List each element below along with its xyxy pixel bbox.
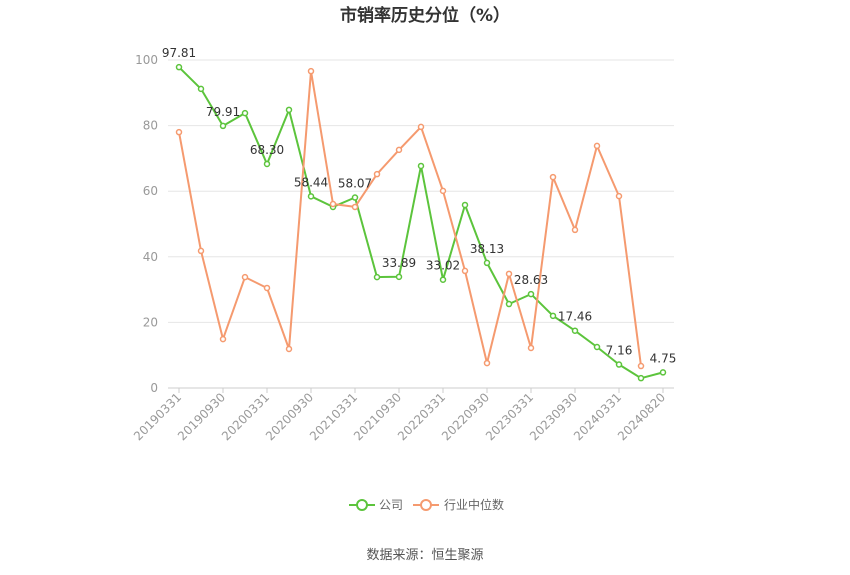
company-point[interactable] bbox=[219, 122, 227, 130]
industry-median-point[interactable] bbox=[417, 123, 425, 131]
y-tick-label: 0 bbox=[150, 381, 158, 395]
company-data-label: 58.07 bbox=[338, 177, 372, 191]
industry-median-point[interactable] bbox=[637, 362, 645, 370]
company-point[interactable] bbox=[483, 259, 491, 267]
industry-median-point[interactable] bbox=[351, 203, 359, 211]
industry-median-point[interactable] bbox=[395, 146, 403, 154]
company-data-label: 38.13 bbox=[470, 242, 504, 256]
company-point[interactable] bbox=[395, 273, 403, 281]
company-point[interactable] bbox=[505, 300, 513, 308]
industry-median-point[interactable] bbox=[593, 142, 601, 150]
legend-industry-median-label: 行业中位数 bbox=[444, 497, 504, 512]
company-data-label: 58.44 bbox=[294, 175, 328, 189]
company-point[interactable] bbox=[527, 290, 535, 298]
industry-median-point[interactable] bbox=[483, 359, 491, 367]
company-data-label: 79.91 bbox=[206, 105, 240, 119]
industry-median-point[interactable] bbox=[461, 267, 469, 275]
legend: 公司 行业中位数 bbox=[349, 497, 504, 512]
industry-median-point[interactable] bbox=[285, 345, 293, 353]
company-point[interactable] bbox=[241, 109, 249, 117]
company-data-label: 33.02 bbox=[426, 259, 460, 273]
legend-item-company[interactable]: 公司 bbox=[349, 498, 403, 512]
data-labels: 97.81 79.91 68.30 58.44 58.07 33.89 33.02 38.13… bbox=[162, 46, 677, 365]
company-point[interactable] bbox=[439, 276, 447, 283]
company-point[interactable] bbox=[285, 106, 293, 114]
data-source-note: 数据来源：恒生聚源 bbox=[366, 548, 483, 563]
company-data-label: 7.16 bbox=[606, 344, 633, 358]
industry-median-point[interactable] bbox=[197, 247, 205, 255]
company-point[interactable] bbox=[307, 193, 315, 200]
company-point[interactable] bbox=[175, 63, 183, 71]
industry-median-point[interactable] bbox=[219, 335, 227, 343]
industry-median-point[interactable] bbox=[307, 67, 315, 75]
company-data-label: 68.30 bbox=[250, 143, 284, 157]
industry-median-point[interactable] bbox=[373, 170, 381, 178]
y-tick-label: 20 bbox=[143, 315, 158, 329]
company-point[interactable] bbox=[659, 369, 667, 376]
company-point[interactable] bbox=[197, 85, 205, 93]
industry-median-point[interactable] bbox=[439, 187, 447, 195]
company-data-label: 97.81 bbox=[162, 46, 196, 60]
company-point[interactable] bbox=[615, 361, 623, 368]
x-axis: 2019033120190930202003312020093020210331… bbox=[131, 387, 674, 443]
company-point[interactable] bbox=[263, 160, 271, 168]
industry-median-point[interactable] bbox=[241, 273, 249, 281]
company-data-label: 28.63 bbox=[514, 273, 548, 287]
x-tick-label: 20240820 bbox=[615, 390, 668, 443]
company-data-label: 4.75 bbox=[650, 351, 677, 365]
y-tick-label: 40 bbox=[143, 250, 158, 264]
industry-median-point[interactable] bbox=[175, 128, 183, 136]
company-point[interactable] bbox=[549, 312, 557, 320]
y-tick-label: 100 bbox=[135, 53, 158, 67]
legend-item-industry-median[interactable]: 行业中位数 bbox=[413, 497, 504, 512]
legend-company-label: 公司 bbox=[379, 498, 403, 512]
industry-median-point[interactable] bbox=[571, 226, 579, 234]
company-point[interactable] bbox=[637, 374, 645, 382]
industry-median-point[interactable] bbox=[549, 173, 557, 181]
industry-median-point[interactable] bbox=[505, 270, 513, 278]
company-data-label: 17.46 bbox=[558, 310, 592, 324]
y-tick-label: 60 bbox=[143, 184, 158, 198]
company-point[interactable] bbox=[571, 327, 579, 334]
industry-median-point[interactable] bbox=[615, 192, 623, 200]
company-point[interactable] bbox=[373, 273, 381, 281]
y-axis: 0 20 40 60 80 100 bbox=[135, 53, 158, 395]
industry-median-point[interactable] bbox=[527, 344, 535, 352]
company-point[interactable] bbox=[351, 194, 359, 201]
company-data-label: 33.89 bbox=[382, 256, 416, 270]
company-line bbox=[178, 66, 664, 380]
company-point[interactable] bbox=[593, 343, 601, 351]
company-point[interactable] bbox=[461, 201, 469, 209]
legend-industry-median-marker-icon bbox=[420, 499, 432, 511]
industry-median-point[interactable] bbox=[329, 200, 337, 208]
legend-company-marker-icon bbox=[356, 499, 368, 511]
industry-median-line bbox=[178, 70, 642, 367]
industry-median-point[interactable] bbox=[263, 284, 271, 292]
plot-area bbox=[175, 63, 667, 382]
company-point[interactable] bbox=[417, 162, 425, 170]
grid bbox=[168, 59, 674, 323]
y-tick-label: 80 bbox=[143, 119, 158, 133]
chart-title: 市销率历史分位（%） bbox=[340, 5, 510, 26]
